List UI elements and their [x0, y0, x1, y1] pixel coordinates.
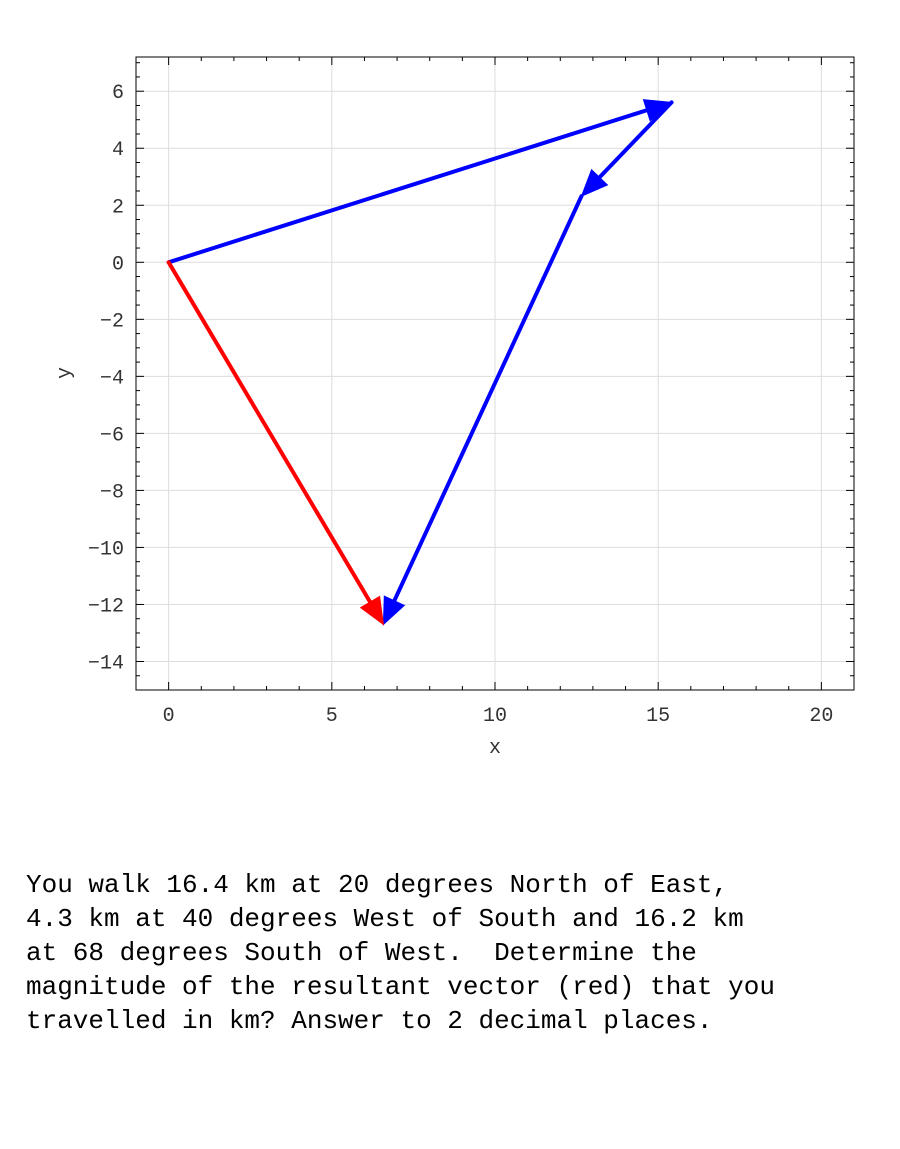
question-line: travelled in km? Answer to 2 decimal pla… [26, 1006, 713, 1036]
x-tick-label: 0 [163, 705, 175, 728]
y-axis-label: y [54, 367, 77, 379]
y-tick-label: −4 [100, 367, 124, 390]
x-tick-label: 10 [483, 705, 507, 728]
vector-arrowhead [382, 595, 406, 626]
y-tick-label: 4 [112, 139, 124, 162]
question-line: 4.3 km at 40 degrees West of South and 1… [26, 904, 744, 934]
vector-arrowhead [359, 595, 385, 626]
vector-line [166, 107, 653, 265]
question-line: You walk 16.4 km at 20 degrees North of … [26, 870, 729, 900]
y-tick-label: −8 [100, 481, 124, 504]
x-tick-label: 5 [326, 705, 338, 728]
y-tick-label: 0 [112, 253, 124, 276]
y-tick-label: 2 [112, 196, 124, 219]
vector-line [594, 100, 674, 183]
x-axis-label: x [489, 737, 501, 760]
vector-arrows [166, 99, 674, 626]
question-line: magnitude of the resultant vector (red) … [26, 972, 775, 1002]
vector-line [166, 260, 375, 608]
axis-ticks [135, 57, 855, 691]
vector-line [390, 194, 584, 607]
question-text: You walk 16.4 km at 20 degrees North of … [26, 868, 886, 1038]
x-tick-label: 15 [646, 705, 670, 728]
x-tick-label: 20 [809, 705, 833, 728]
y-tick-label: −14 [88, 652, 124, 675]
y-tick-label: −10 [88, 538, 124, 561]
y-tick-label: −2 [100, 310, 124, 333]
grid-lines [136, 57, 854, 690]
y-tick-label: 6 [112, 82, 124, 105]
y-tick-labels: 6 4 2 0 −2 −4 −6 −8 −10 −12 −14 [88, 82, 124, 675]
x-tick-labels: 0 5 10 15 20 [163, 705, 834, 728]
y-tick-label: −6 [100, 424, 124, 447]
question-line: at 68 degrees South of West. Determine t… [26, 938, 697, 968]
y-tick-label: −12 [88, 595, 124, 618]
vector-arrowhead [580, 168, 609, 198]
